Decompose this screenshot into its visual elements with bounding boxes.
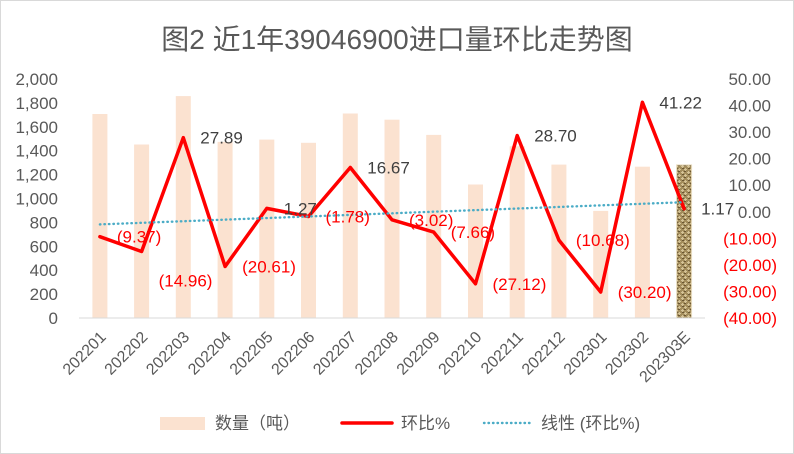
bar-202206 [301, 142, 316, 318]
legend-item-trend: 线性 (环比%) [482, 414, 640, 433]
ratio-point-202212 [557, 238, 561, 242]
data-label-202303E: 1.17 [701, 200, 734, 219]
right-axis-tick-label: (10.00) [723, 229, 777, 248]
left-axis-tick-label: 200 [30, 285, 58, 304]
right-axis: (40.00) (30.00) (20.00) (10.00) 0.00 10.00 20.… [723, 70, 777, 328]
legend-item-quantity: 数量（吨） [160, 414, 300, 433]
bar-202210 [468, 184, 483, 318]
data-label-202202: (14.96) [159, 272, 213, 291]
trendline [98, 200, 686, 226]
data-label-202208: (3.02) [409, 211, 453, 230]
left-axis: 0 200 400 600 800 1,000 1,200 1,400 1,600 1,800 2,… [15, 70, 58, 328]
legend-label-trendline: 线性 (环比%) [541, 414, 640, 433]
bar-202202 [134, 144, 150, 318]
bar-202204 [217, 141, 233, 318]
bar-202207 [342, 113, 358, 318]
left-axis-tick-label: 1,000 [15, 190, 58, 209]
bar-202205 [259, 139, 275, 318]
ratio-point-202211 [515, 134, 519, 138]
legend-swatch-bar [160, 417, 205, 430]
right-axis-tick-label: (20.00) [723, 256, 777, 275]
legend-item-ratio: 环比% [340, 414, 450, 433]
data-label-202204: (20.61) [242, 258, 296, 277]
bar-202201 [92, 114, 108, 318]
ratio-point-202301 [599, 290, 603, 294]
chart-title: 图2 近1年39046900进口量环比走势图 [161, 24, 633, 55]
right-axis-tick-label: 20.00 [728, 150, 771, 169]
ratio-point-202208 [390, 218, 394, 222]
left-axis-tick-label: 600 [30, 237, 58, 256]
data-label-202211: 28.70 [534, 127, 577, 146]
legend-label-ratio: 环比% [401, 414, 450, 433]
data-labels: (9.37) (14.96) 27.89 (20.61) 1.27 (1.78) 16.67… [117, 93, 734, 302]
ratio-point-202302 [640, 100, 644, 104]
ratio-point-202204 [223, 265, 227, 268]
data-label-202210: (27.12) [493, 275, 547, 294]
data-label-202201: (9.37) [117, 228, 161, 247]
ratio-point-202203 [181, 136, 185, 140]
ratio-point-202210 [474, 282, 477, 286]
left-axis-tick-label: 1,800 [15, 94, 58, 113]
right-axis-tick-label: 0.00 [738, 203, 771, 222]
data-label-202301: (30.20) [618, 283, 672, 302]
legend-label-quantity: 数量（吨） [215, 414, 300, 433]
left-axis-tick-label: 2,000 [15, 70, 58, 89]
ratio-point-202209 [432, 230, 436, 234]
data-label-202205: 1.27 [284, 199, 317, 218]
right-axis-tick-label: 30.00 [728, 123, 771, 142]
data-label-202212: (10.68) [576, 231, 630, 250]
left-axis-tick-label: 1,200 [15, 166, 58, 185]
ratio-point-202207 [348, 166, 352, 169]
bar-202209 [426, 134, 442, 318]
left-axis-tick-label: 0 [49, 309, 58, 328]
right-axis-tick-label: 10.00 [728, 176, 771, 195]
right-axis-tick-label: 50.00 [728, 70, 771, 89]
data-label-202207: 16.67 [367, 159, 410, 178]
right-axis-tick-label: (40.00) [723, 309, 777, 328]
left-axis-tick-label: 1,600 [15, 118, 58, 137]
ratio-point-202201 [98, 235, 102, 239]
data-label-202302: 41.22 [659, 93, 702, 112]
legend: 数量（吨） 环比% 线性 (环比%) [160, 414, 640, 433]
left-axis-tick-label: 1,400 [15, 142, 58, 161]
line-series [98, 100, 686, 294]
ratio-point-202202 [140, 250, 144, 253]
left-axis-tick-label: 800 [30, 213, 58, 232]
ratio-point-202205 [265, 206, 269, 210]
data-label-202203: 27.89 [200, 129, 243, 148]
bar-202301 [593, 210, 609, 318]
bar-202303E [676, 164, 693, 319]
right-axis-tick-label: 40.00 [728, 97, 771, 116]
ratio-point-202303E [682, 207, 686, 211]
bar-202211 [509, 146, 525, 318]
trendline-line [98, 200, 686, 226]
data-label-202206: (1.78) [326, 208, 370, 227]
right-axis-tick-label: (30.00) [723, 282, 777, 301]
left-axis-tick-label: 400 [30, 261, 58, 280]
data-label-202209: (7.66) [451, 223, 495, 242]
